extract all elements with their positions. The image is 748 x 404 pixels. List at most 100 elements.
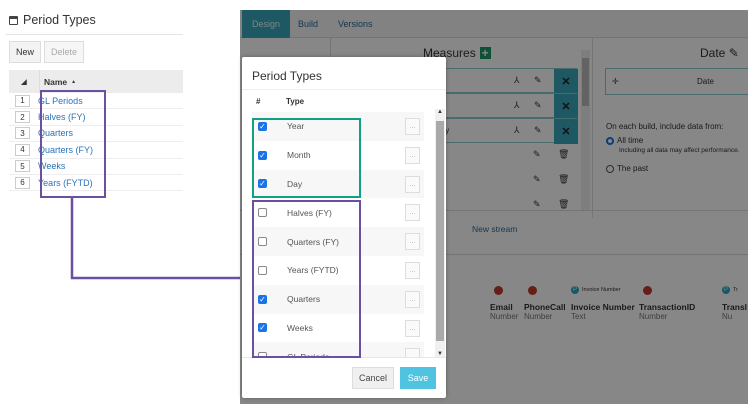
purple-highlight-box-modal	[252, 200, 361, 358]
build-text: On each build, include data from:	[606, 122, 724, 131]
status-dot-icon	[494, 285, 503, 295]
trash-icon: 🗑	[558, 199, 570, 209]
the-past-radio[interactable]: The past	[606, 164, 648, 173]
grid-row[interactable]: 1 GL Periods	[9, 93, 183, 110]
split-icon: ⅄	[514, 100, 520, 110]
period-type-row: ✓ Year...	[252, 112, 424, 141]
period-type-checkbox[interactable]: ✓	[258, 121, 267, 131]
period-type-link[interactable]: Years (FYTD)	[38, 177, 93, 188]
period-type-label: Day	[287, 178, 303, 189]
grid-row[interactable]: 4 Quarters (FY)	[9, 142, 183, 159]
row-number: 1	[15, 94, 30, 107]
period-type-row: Halves (FY)...	[252, 198, 424, 227]
cancel-button[interactable]: Cancel	[352, 367, 394, 389]
edit-icon: ✎	[533, 199, 541, 209]
row-number: 3	[15, 127, 30, 140]
period-type-checkbox[interactable]: ✓	[258, 150, 267, 160]
grid-row[interactable]: 2 Halves (FY)	[9, 109, 183, 126]
grid-row[interactable]: 5 Weeks	[9, 159, 183, 175]
period-type-label: Quarters (FY)	[287, 236, 339, 247]
options-button[interactable]: ...	[405, 175, 420, 193]
add-measure-button[interactable]: +	[479, 46, 491, 60]
trash-icon: 🗑	[558, 174, 570, 184]
period-type-checkbox[interactable]: ✓	[258, 179, 267, 189]
edit-icon: ✎	[533, 149, 541, 159]
period-type-checkbox[interactable]	[258, 237, 267, 247]
options-button[interactable]: ...	[405, 261, 420, 279]
period-type-checkbox[interactable]	[258, 208, 267, 218]
options-button[interactable]: ...	[405, 290, 420, 308]
period-type-row: ✓ Weeks...	[252, 314, 424, 343]
remove-icon[interactable]: ✕	[554, 94, 578, 119]
grid-row[interactable]: 3 Quarters	[9, 126, 183, 143]
select-all-icon[interactable]: ◢	[21, 78, 27, 86]
name-column-header[interactable]: Name ▲	[39, 70, 179, 93]
calendar-icon	[9, 15, 18, 25]
period-type-link[interactable]: Halves (FY)	[38, 112, 86, 123]
tab-design[interactable]: Design	[242, 10, 291, 38]
remove-icon[interactable]: ✕	[554, 119, 578, 144]
stream-column[interactable]: P Tr Transl Nu	[722, 286, 748, 321]
row-number: 5	[15, 160, 30, 173]
measures-title: Measures +	[423, 46, 491, 60]
measure-row[interactable]: ⅄ ✎ ✕	[440, 68, 578, 94]
period-type-checkbox[interactable]: ✓	[258, 294, 267, 304]
delete-button[interactable]: Delete	[44, 41, 84, 63]
stream-column[interactable]: PhoneCall Number	[524, 284, 566, 321]
divider	[6, 34, 183, 35]
measure-row[interactable]: ✎ 🗑	[440, 168, 577, 193]
modal-scrollbar[interactable]: ▲ ▼	[435, 109, 445, 357]
period-type-row: Years (FYTD)...	[252, 256, 424, 285]
grid-row[interactable]: 6 Years (FYTD)	[9, 175, 183, 192]
options-button[interactable]: ...	[405, 118, 420, 135]
options-button[interactable]: ...	[405, 233, 420, 251]
tab-build[interactable]: Build	[298, 19, 319, 29]
date-item[interactable]: ✛ Date	[605, 68, 748, 95]
purple-highlight-box	[40, 90, 106, 198]
measure-row[interactable]: ✎ 🗑	[440, 193, 577, 218]
period-type-checkbox[interactable]: ✓	[258, 323, 267, 333]
period-type-label: GL Periods	[287, 351, 330, 357]
stream-column[interactable]: TransactionID Number	[639, 284, 695, 321]
period-type-label: Quarters	[287, 294, 321, 305]
new-stream-link[interactable]: New stream	[472, 224, 518, 234]
tab-versions[interactable]: Versions	[338, 19, 373, 29]
period-type-checkbox[interactable]	[258, 265, 267, 275]
save-button[interactable]: Save	[400, 367, 436, 389]
period-types-modal: Period Types # Type ✓ Year... ✓ Month... ✓ Da…	[242, 57, 446, 398]
left-panel-title: Period Types	[9, 13, 96, 27]
remove-icon[interactable]: ✕	[554, 69, 578, 94]
period-type-link[interactable]: GL Periods	[38, 95, 83, 106]
measures-scrollbar[interactable]	[581, 50, 590, 210]
period-type-checkbox[interactable]	[258, 352, 267, 357]
options-button[interactable]: ...	[405, 204, 420, 222]
edit-icon: ✎	[534, 100, 542, 110]
primary-key-icon: P	[722, 286, 730, 294]
measure-row[interactable]: ⅄ ✎ ✕	[440, 93, 578, 119]
period-type-row: ✓ Quarters...	[252, 284, 424, 314]
row-number: 6	[15, 176, 30, 189]
period-type-row: ✓ Month...	[252, 141, 424, 170]
measure-row[interactable]: ✎ 🗑	[440, 143, 577, 168]
date-title: Date ✎	[700, 46, 739, 60]
tab-bar: Design Build Versions	[240, 10, 748, 38]
trash-icon: 🗑	[558, 149, 570, 159]
move-icon: ✛	[612, 77, 619, 86]
period-type-link[interactable]: Weeks	[38, 161, 66, 172]
row-number: 2	[15, 111, 30, 124]
options-button[interactable]: ...	[405, 146, 420, 164]
options-button[interactable]: ...	[405, 348, 420, 357]
new-button[interactable]: New	[9, 41, 41, 63]
period-type-link[interactable]: Quarters	[38, 128, 74, 139]
options-button[interactable]: ...	[405, 319, 420, 337]
status-dot-icon	[643, 285, 652, 295]
stream-column[interactable]: P Invoice Number Invoice Number Text	[571, 286, 635, 321]
sort-asc-icon: ▲	[71, 78, 77, 85]
stream-column[interactable]: Email Number	[490, 284, 518, 321]
modal-title: Period Types	[252, 69, 322, 83]
primary-key-icon: P	[571, 286, 579, 294]
all-time-radio[interactable]: All time	[606, 136, 643, 145]
row-number: 4	[15, 143, 30, 156]
period-type-label: Halves (FY)	[287, 207, 332, 218]
period-type-link[interactable]: Quarters (FY)	[38, 144, 94, 155]
